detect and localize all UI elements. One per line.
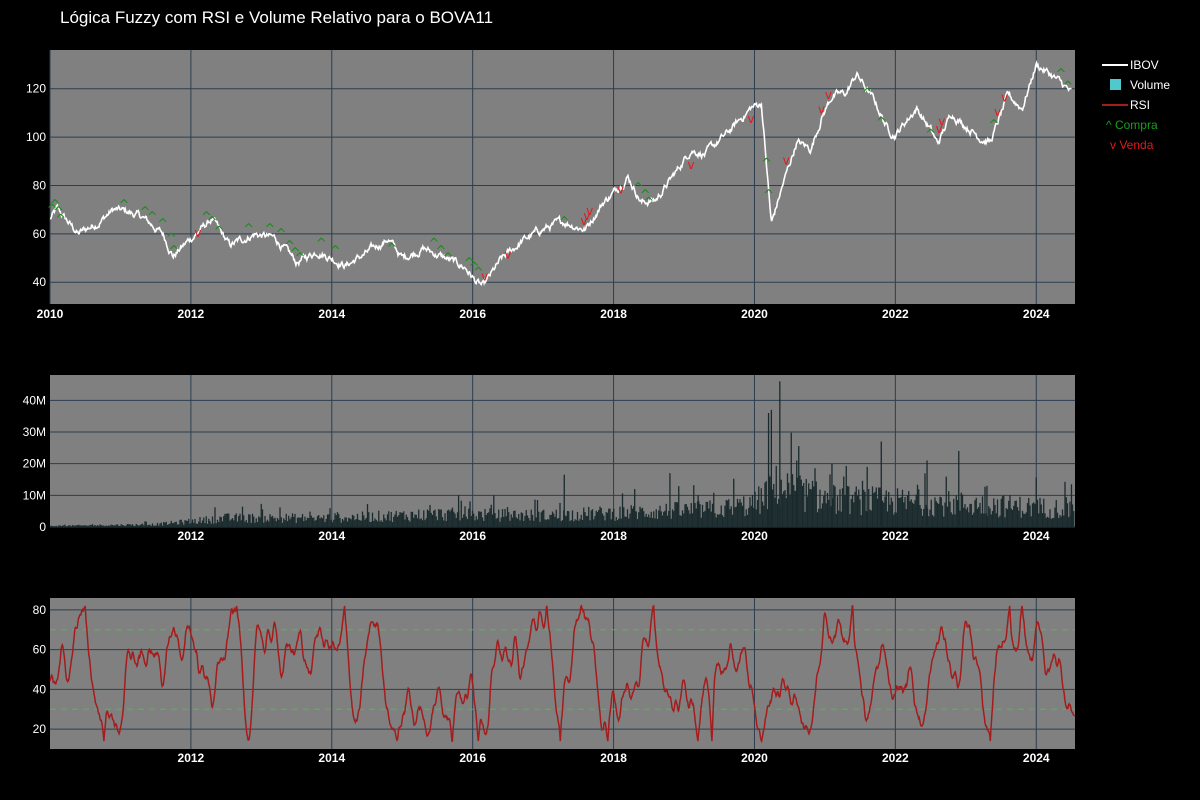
buy-signal-marker: ^	[925, 128, 936, 143]
x-tick-label: 2024	[1023, 307, 1050, 321]
x-tick-label: 2014	[318, 529, 345, 543]
x-tick-label: 2012	[178, 751, 205, 765]
sell-signal-marker: v	[617, 182, 624, 196]
legend-item-ibov[interactable]: IBOV	[1100, 55, 1200, 75]
y-tick-label: 20	[33, 722, 47, 736]
buy-signal-marker: ^	[316, 237, 327, 252]
x-tick-label: 2018	[600, 751, 627, 765]
x-tick-label: 2016	[459, 307, 486, 321]
legend-volume-box-icon	[1110, 79, 1121, 90]
y-tick-label: 80	[33, 178, 47, 192]
x-tick-label: 2020	[741, 751, 768, 765]
x-tick-label: 2012	[178, 307, 205, 321]
x-tick-label: 2024	[1023, 751, 1050, 765]
x-tick-label: 2016	[459, 751, 486, 765]
y-tick-label: 40	[33, 275, 47, 289]
x-tick-label: 2016	[459, 529, 486, 543]
x-tick-label: 2012	[178, 529, 205, 543]
buy-signal-marker: ^	[214, 224, 225, 239]
buy-signal-marker: ^	[243, 222, 254, 237]
buy-signal-marker: ^	[147, 210, 158, 225]
buy-signal-marker: ^	[119, 198, 130, 213]
y-tick-label: 40	[33, 682, 47, 696]
buy-signal-marker: ^	[55, 212, 66, 227]
x-tick-label: 2022	[882, 307, 909, 321]
y-tick-label: 60	[33, 643, 47, 657]
sell-signal-marker: v	[783, 153, 790, 167]
y-tick-label: 80	[33, 603, 47, 617]
buy-signal-marker: ^	[169, 244, 180, 259]
y-tick-label: 0	[39, 520, 46, 534]
legend-rsi-label: RSI	[1130, 98, 1150, 112]
sell-signal-marker: v	[747, 112, 754, 126]
y-tick-label: 60	[33, 227, 47, 241]
sell-signal-marker: v	[938, 115, 945, 129]
legend-volume-label: Volume	[1130, 78, 1170, 92]
x-tick-label: 2020	[741, 529, 768, 543]
buy-signal-marker: ^	[386, 241, 397, 256]
legend-ibov-line-icon	[1102, 64, 1128, 66]
legend-item-volume[interactable]: Volume	[1100, 75, 1200, 95]
sell-signal-marker: v	[818, 102, 825, 116]
buy-signal-marker: ^	[862, 87, 873, 102]
y-tick-label: 10M	[23, 488, 46, 502]
buy-signal-marker: ^	[761, 157, 772, 172]
buy-signal-marker: ^	[989, 118, 1000, 133]
plot-background-1	[50, 50, 1075, 304]
y-tick-label: 30M	[23, 425, 46, 439]
plot-background-2	[50, 375, 1075, 527]
legend-ibov-label: IBOV	[1130, 58, 1159, 72]
legend-item-compra[interactable]: ^ Compra	[1100, 115, 1200, 135]
x-tick-label: 2024	[1023, 529, 1050, 543]
y-tick-label: 40M	[23, 393, 46, 407]
buy-signal-marker: ^	[643, 195, 654, 210]
x-tick-label: 2022	[882, 751, 909, 765]
buy-signal-marker: ^	[443, 251, 454, 266]
y-tick-label: 120	[26, 82, 46, 96]
x-tick-label: 2014	[318, 751, 345, 765]
x-tick-label: 2014	[318, 307, 345, 321]
x-tick-label: 2010	[37, 307, 64, 321]
buy-signal-marker: ^	[559, 215, 570, 230]
x-tick-label: 2022	[882, 529, 909, 543]
buy-signal-marker: ^	[1063, 79, 1074, 94]
legend-venda-label: v Venda	[1110, 138, 1153, 152]
legend-compra-label: ^ Compra	[1106, 118, 1158, 132]
sell-signal-marker: v	[586, 204, 593, 218]
sell-signal-marker: v	[194, 226, 201, 240]
x-tick-label: 2018	[600, 529, 627, 543]
x-tick-label: 2018	[600, 307, 627, 321]
sell-signal-marker: v	[825, 88, 832, 102]
legend-rsi-line-icon	[1102, 104, 1128, 106]
x-tick-label: 2020	[741, 307, 768, 321]
legend-item-rsi[interactable]: RSI	[1100, 95, 1200, 115]
sell-signal-marker: v	[504, 248, 511, 262]
buy-signal-marker: ^	[763, 188, 774, 203]
legend: IBOV Volume RSI ^ Compra v Venda	[1100, 55, 1200, 155]
y-tick-label: 20M	[23, 457, 46, 471]
sell-signal-marker: v	[1001, 90, 1008, 104]
buy-signal-marker: ^	[157, 217, 168, 232]
buy-signal-marker: ^	[876, 116, 887, 131]
legend-item-venda[interactable]: v Venda	[1100, 135, 1200, 155]
sell-signal-marker: v	[994, 105, 1001, 119]
y-tick-label: 100	[26, 130, 46, 144]
buy-signal-marker: ^	[264, 222, 275, 237]
sell-signal-marker: v	[688, 158, 695, 172]
buy-signal-marker: ^	[330, 244, 341, 259]
buy-signal-marker: ^	[295, 251, 306, 266]
sell-signal-marker: v	[481, 269, 488, 283]
